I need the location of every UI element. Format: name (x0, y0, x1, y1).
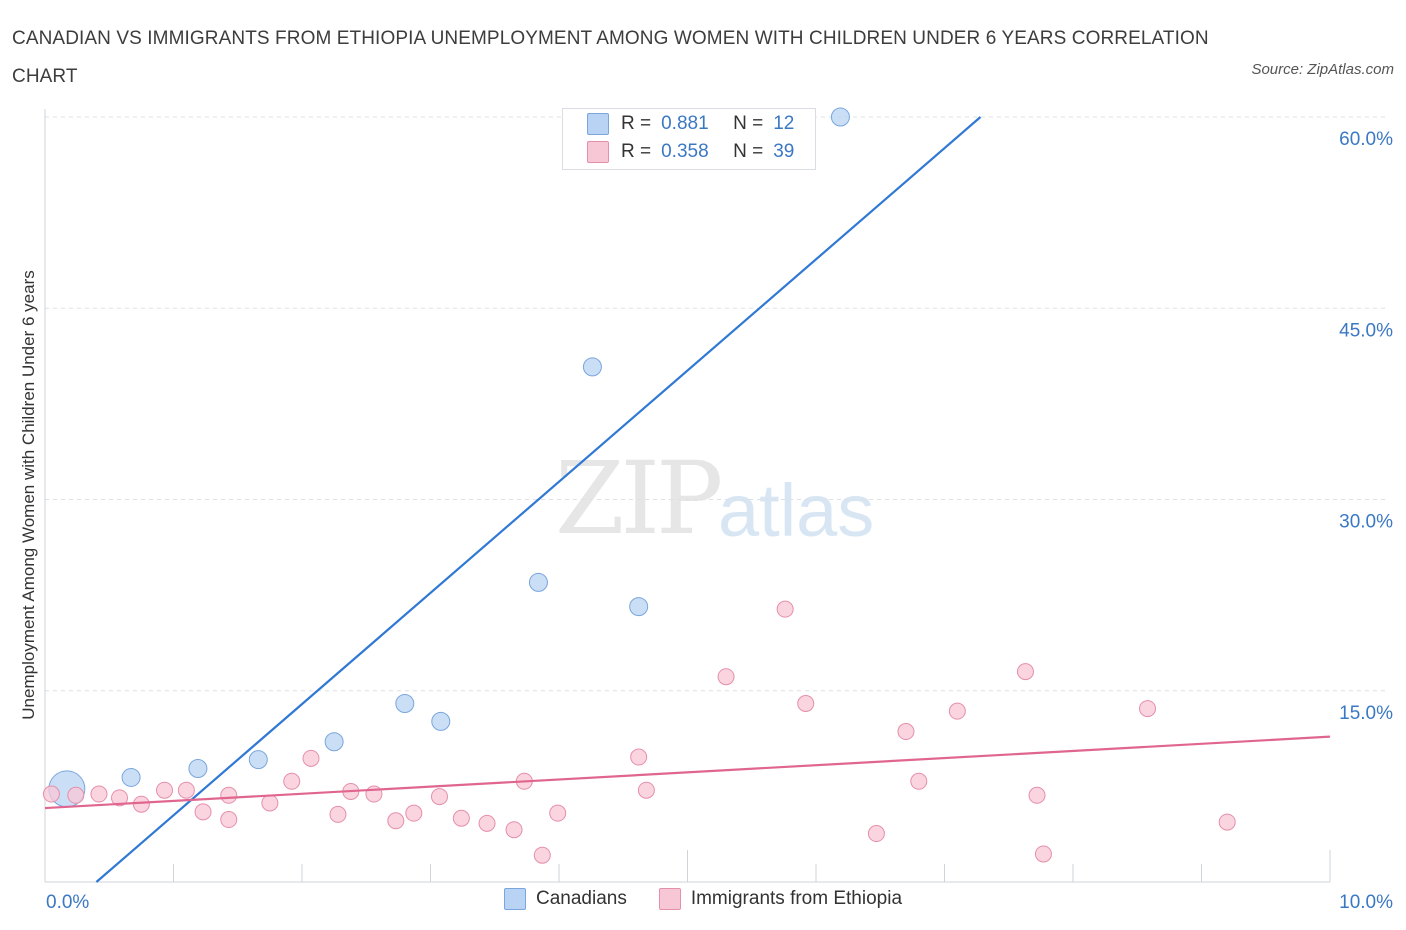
y-tick-label: 30.0% (1339, 512, 1393, 533)
legend-r-value-canadians: 0.881 (661, 113, 709, 134)
source-credit: Source: ZipAtlas.com (1251, 61, 1394, 78)
legend-label-canadians: Canadians (535, 888, 627, 909)
canadians-point (188, 759, 208, 779)
canadians-point (830, 107, 850, 127)
ethiopia-point (797, 695, 815, 712)
ethiopia-point (1139, 700, 1157, 718)
ethiopia-point (220, 786, 238, 804)
legend-n-label: N = (733, 113, 764, 134)
chart-title: CANADIAN VS IMMIGRANTS FROM ETHIOPIA UNE… (12, 28, 1209, 87)
ethiopia-point (156, 781, 174, 799)
ethiopia-point (42, 785, 60, 803)
legend-label-ethiopia: Immigrants from Ethiopia (690, 888, 903, 909)
canadians-point (248, 750, 268, 770)
legend-r-value-ethiopia: 0.358 (661, 141, 709, 162)
canadians-trend-line (95, 116, 982, 883)
ethiopia-point (478, 814, 496, 832)
legend-r-label: R = (621, 113, 652, 134)
ethiopia-point (897, 723, 915, 741)
ethiopia-point (67, 786, 85, 804)
ethiopia-point (329, 805, 347, 823)
ethiopia-point (1016, 663, 1034, 681)
watermark-atlas: atlas (718, 469, 875, 552)
ethiopia-point (910, 772, 928, 790)
canadians-point (582, 357, 602, 377)
ethiopia-point (132, 795, 150, 813)
legend-item-ethiopia[interactable]: Immigrants from Ethiopia (658, 888, 903, 910)
ethiopia-point (90, 785, 108, 803)
canadians-point (431, 711, 451, 731)
ethiopia-point (261, 794, 279, 812)
ethiopia-point (533, 846, 551, 864)
ethiopia-point (1028, 786, 1046, 804)
ethiopia-point (867, 825, 885, 843)
ethiopia-point (302, 749, 320, 767)
ethiopia-legend-swatch (658, 888, 681, 910)
y-tick-label: 60.0% (1339, 129, 1393, 150)
ethiopia-point (717, 668, 735, 686)
ethiopia-point (637, 781, 655, 799)
canadians-swatch (587, 113, 609, 135)
ethiopia-point (111, 789, 129, 807)
legend-n-value-canadians: 12 (773, 113, 795, 134)
x-tick-label: 10.0% (1339, 892, 1393, 913)
legend-n-value-ethiopia: 39 (773, 141, 795, 162)
canadians-point (629, 597, 649, 617)
canadians-point (395, 694, 415, 713)
canadians-legend-swatch (503, 888, 526, 910)
y-tick-label: 45.0% (1339, 320, 1393, 341)
ethiopia-point (452, 809, 470, 827)
ethiopia-point (220, 811, 238, 829)
canadians-point (121, 767, 141, 787)
y-axis-label: Unemployment Among Women with Children U… (19, 270, 38, 719)
ethiopia-trend-line (44, 735, 1331, 810)
ethiopia-point (776, 600, 794, 618)
legend-item-canadians[interactable]: Canadians (503, 888, 627, 910)
legend-n-label: N = (733, 141, 764, 162)
ethiopia-point (283, 772, 301, 790)
ethiopia-point (194, 803, 212, 821)
canadians-point (324, 732, 344, 752)
legend-r-label: R = (621, 141, 652, 162)
ethiopia-point (505, 821, 523, 839)
ethiopia-point (430, 788, 448, 806)
ethiopia-point (387, 812, 405, 830)
ethiopia-point (405, 804, 423, 822)
ethiopia-swatch (587, 141, 609, 163)
series-legend: Canadians Immigrants from Ethiopia (0, 888, 1406, 910)
correlation-legend: R = 0.881 N = 12 R = 0.358 N = 39 (562, 108, 816, 170)
x-tick-label: 0.0% (46, 892, 89, 913)
canadians-point (528, 572, 548, 592)
ethiopia-point (1218, 813, 1236, 831)
ethiopia-point (630, 748, 648, 766)
y-tick-label: 15.0% (1339, 703, 1393, 724)
ethiopia-point (177, 781, 195, 799)
ethiopia-point (549, 804, 567, 822)
legend-row-canadians: R = 0.881 N = 12 (587, 111, 794, 137)
ethiopia-point (948, 702, 966, 720)
ethiopia-point (1034, 845, 1052, 863)
legend-row-ethiopia: R = 0.358 N = 39 (587, 139, 794, 165)
